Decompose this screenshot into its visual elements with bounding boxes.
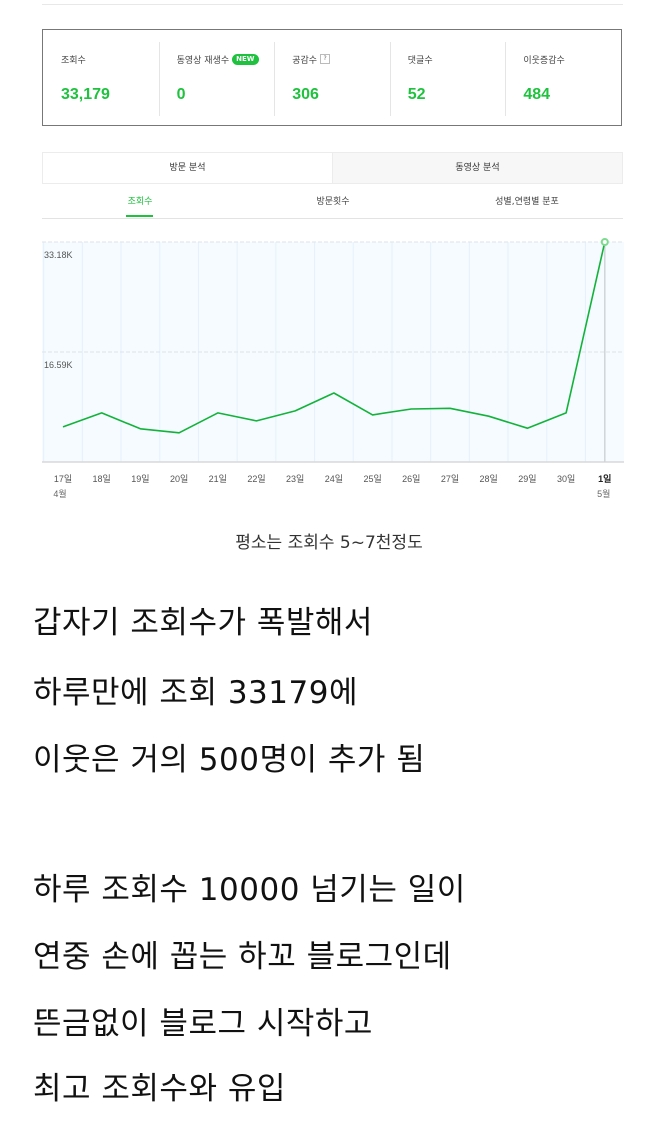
body-line: 뜬금없이 블로그 시작하고 — [33, 1006, 373, 1042]
body-line: 갑자기 조회수가 폭발해서 — [33, 605, 373, 641]
stat-value: 0 — [176, 86, 186, 103]
svg-text:18일: 18일 — [93, 474, 111, 484]
subtab-demographics[interactable]: 성별,연령별 분포 — [495, 197, 559, 207]
svg-text:25일: 25일 — [363, 474, 381, 484]
top-divider — [42, 4, 623, 5]
stat-neighbor-change: 이웃증감수 484 — [505, 30, 621, 125]
subtab-views[interactable]: 조회수 — [127, 197, 153, 207]
subtab-visits[interactable]: 방문횟수 — [316, 197, 350, 207]
svg-text:33.18K: 33.18K — [44, 250, 73, 260]
tab-visit-analysis[interactable]: 방문 분석 — [43, 153, 332, 183]
svg-text:24일: 24일 — [325, 474, 343, 484]
views-line-chart: 16.59K 33.18K 17일 4월 18일 19일 20일 21일 22일 23일 24일 25… — [42, 238, 624, 508]
new-badge: NEW — [232, 53, 259, 65]
chart-canvas: 16.59K 33.18K 17일 4월 18일 19일 20일 21일 22일 23일 24일 25… — [42, 238, 624, 499]
svg-text:17일: 17일 — [54, 474, 72, 484]
stat-value: 484 — [523, 86, 551, 103]
stat-label: 조회수 — [61, 55, 86, 66]
body-line: 최고 조회수와 유입 — [33, 1071, 286, 1107]
svg-text:27일: 27일 — [441, 474, 459, 484]
svg-text:1일: 1일 — [598, 473, 611, 484]
active-subtab-underline — [126, 215, 153, 217]
stat-label: 공감수 — [292, 55, 318, 66]
svg-text:16.59K: 16.59K — [44, 360, 73, 370]
analysis-tabs: 방문 분석 동영상 분석 — [42, 152, 623, 184]
stat-value: 33,179 — [61, 86, 110, 103]
stat-label: 동영상 재생수 — [176, 55, 230, 66]
svg-text:4월: 4월 — [53, 488, 66, 499]
help-icon[interactable]: ? — [320, 54, 331, 64]
svg-text:29일: 29일 — [518, 474, 536, 484]
svg-text:26일: 26일 — [402, 474, 420, 484]
body-line: 이웃은 거의 500명이 추가 됨 — [33, 742, 426, 778]
metric-subtabs: 조회수 방문횟수 성별,연령별 분포 — [42, 188, 623, 219]
svg-text:23일: 23일 — [286, 474, 304, 484]
svg-text:5월: 5월 — [597, 488, 610, 499]
stat-value: 52 — [407, 86, 426, 103]
image-caption: 평소는 조회수 5~7천정도 — [235, 533, 423, 553]
svg-text:21일: 21일 — [209, 474, 227, 484]
svg-text:20일: 20일 — [170, 474, 188, 484]
svg-text:30일: 30일 — [557, 474, 575, 484]
stats-summary-box: 조회수 33,179 동영상 재생수 NEW 0 공감수? 306 댓글수 52 … — [42, 29, 622, 126]
body-line: 연중 손에 꼽는 하꼬 블로그인데 — [33, 939, 452, 975]
body-line: 하루만에 조회 33179에 — [33, 675, 358, 711]
body-line: 하루 조회수 10000 넘기는 일이 — [33, 872, 466, 908]
stat-comments: 댓글수 52 — [389, 30, 506, 125]
svg-text:19일: 19일 — [131, 474, 149, 484]
stat-video-plays: 동영상 재생수 NEW 0 — [158, 30, 275, 125]
svg-text:28일: 28일 — [480, 474, 498, 484]
stat-views: 조회수 33,179 — [43, 30, 159, 125]
stat-label: 이웃증감수 — [523, 55, 565, 66]
stat-likes: 공감수? 306 — [274, 30, 390, 125]
svg-text:22일: 22일 — [247, 474, 265, 484]
stat-value: 306 — [292, 86, 319, 103]
stat-label: 댓글수 — [407, 55, 433, 66]
tab-video-analysis[interactable]: 동영상 분석 — [332, 153, 622, 183]
